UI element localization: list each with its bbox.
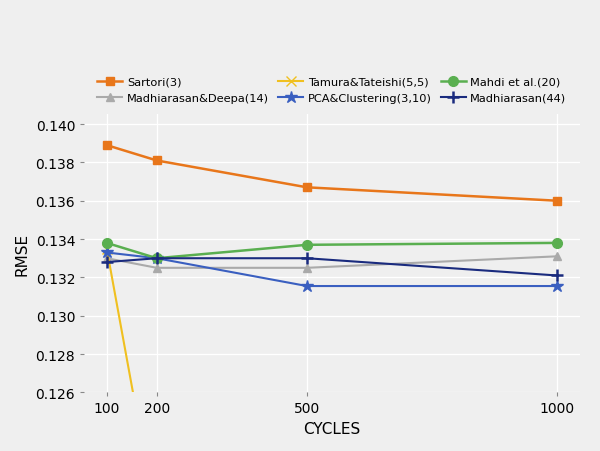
Y-axis label: RMSE: RMSE	[15, 232, 30, 276]
Madhiarasan(44)	[153, 256, 160, 262]
Line: Sartori(3): Sartori(3)	[103, 142, 561, 206]
Mahdi et al.(20)	[153, 256, 160, 262]
Sartori(3)	[103, 143, 110, 148]
Madhiarasan(44)	[103, 260, 110, 265]
Mahdi et al.(20)	[103, 241, 110, 246]
X-axis label: CYCLES: CYCLES	[303, 421, 361, 436]
Sartori(3)	[153, 158, 160, 164]
Madhiarasan&Deepa(14)	[153, 266, 160, 271]
Tamura&Tateishi(5,5)	[103, 246, 110, 252]
Mahdi et al.(20)	[553, 241, 560, 246]
Line: PCA&Clustering(3,10): PCA&Clustering(3,10)	[100, 247, 563, 293]
Sartori(3)	[553, 198, 560, 204]
Madhiarasan(44)	[553, 273, 560, 279]
PCA&Clustering(3,10)	[303, 284, 310, 289]
PCA&Clustering(3,10)	[103, 250, 110, 256]
Mahdi et al.(20)	[303, 243, 310, 248]
Line: Mahdi et al.(20): Mahdi et al.(20)	[102, 239, 562, 263]
Line: Madhiarasan(44): Madhiarasan(44)	[101, 253, 563, 281]
Madhiarasan&Deepa(14)	[303, 266, 310, 271]
Line: Madhiarasan&Deepa(14): Madhiarasan&Deepa(14)	[103, 253, 561, 272]
Madhiarasan(44)	[303, 256, 310, 262]
PCA&Clustering(3,10)	[553, 284, 560, 289]
PCA&Clustering(3,10)	[153, 256, 160, 262]
Sartori(3)	[303, 185, 310, 191]
Line: Tamura&Tateishi(5,5): Tamura&Tateishi(5,5)	[102, 244, 562, 451]
Madhiarasan&Deepa(14)	[553, 254, 560, 259]
Madhiarasan&Deepa(14)	[103, 256, 110, 262]
Legend: Sartori(3), Madhiarasan&Deepa(14), Tamura&Tateishi(5,5), PCA&Clustering(3,10), M: Sartori(3), Madhiarasan&Deepa(14), Tamur…	[94, 74, 570, 107]
